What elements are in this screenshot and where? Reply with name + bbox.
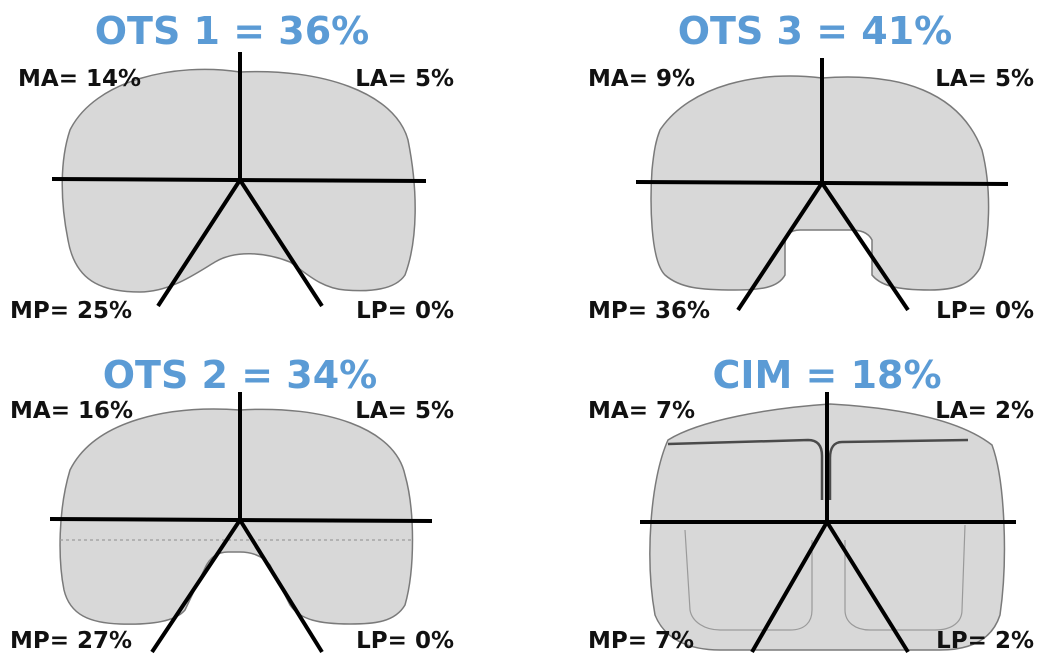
panel-title: OTS 1 = 36% [95, 9, 370, 53]
medial-posterior-line [750, 521, 829, 653]
lateral-posterior-line [238, 518, 324, 654]
tray-rail-left [667, 438, 824, 500]
label-lateral-anterior: LA= 2% [935, 398, 1034, 424]
label-lateral-anterior: LA= 5% [355, 66, 454, 92]
medial-posterior-line [736, 181, 824, 312]
label-medial-posterior: MP= 25% [10, 298, 132, 324]
tray-rail-right [828, 438, 969, 500]
label-lateral-anterior: LA= 5% [935, 66, 1034, 92]
label-medial-anterior: MA= 14% [18, 66, 141, 92]
medial-posterior-line [156, 178, 242, 308]
panel-title: OTS 2 = 34% [103, 353, 378, 397]
label-medial-anterior: MA= 9% [588, 66, 695, 92]
label-medial-posterior: MP= 36% [588, 298, 710, 324]
panel-title: OTS 3 = 41% [678, 9, 953, 53]
medial-posterior-line [150, 518, 242, 654]
panel-ots1: OTS 1 = 36% MA= 14% LA= 5% MP= 25% LP= 0… [10, 9, 454, 324]
lateral-posterior-line [238, 178, 324, 308]
label-medial-posterior: MP= 7% [588, 628, 694, 654]
lateral-posterior-line [820, 181, 910, 312]
tibial-tray-ots2 [59, 408, 414, 625]
tray-pocket-right [844, 524, 966, 631]
lateral-posterior-line [825, 520, 910, 654]
tibial-tray-cim [649, 403, 1006, 651]
panel-title: CIM = 18% [712, 353, 941, 397]
label-medial-anterior: MA= 7% [588, 398, 695, 424]
label-lateral-anterior: LA= 5% [355, 398, 454, 424]
label-lateral-posterior: LP= 0% [356, 298, 454, 324]
tray-pocket-left [684, 529, 813, 631]
panel-ots3: OTS 3 = 41% MA= 9% LA= 5% MP= 36% LP= 0% [588, 9, 1034, 324]
label-lateral-posterior: LP= 0% [936, 298, 1034, 324]
label-lateral-posterior: LP= 2% [936, 628, 1034, 654]
label-medial-anterior: MA= 16% [10, 398, 133, 424]
label-lateral-posterior: LP= 0% [356, 628, 454, 654]
label-medial-posterior: MP= 27% [10, 628, 132, 654]
panel-ots2: OTS 2 = 34% MA= 16% LA= 5% MP= 27% LP= 0… [10, 353, 454, 654]
panel-cim: CIM = 18% MA= 7% LA= 2% MP= 7% LP= 2% [588, 353, 1034, 654]
